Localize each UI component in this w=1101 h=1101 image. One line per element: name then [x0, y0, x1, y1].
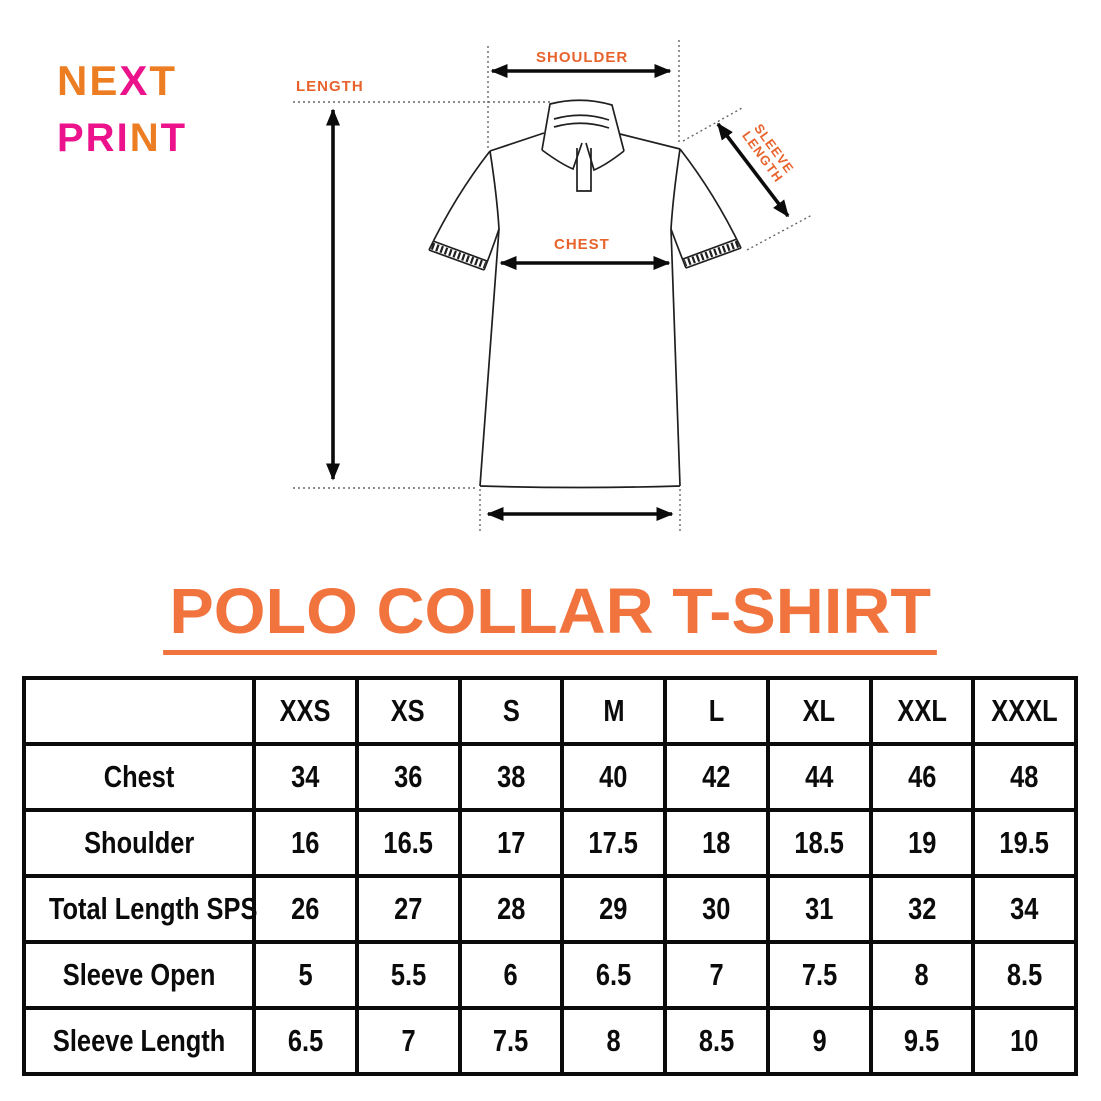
column-header-s: S	[457, 676, 565, 746]
size-value-cell: 46	[868, 742, 976, 812]
size-value-cell: 42	[663, 742, 770, 812]
column-header-xxs: XXS	[252, 676, 359, 746]
size-value-cell: 31	[765, 874, 873, 944]
length-label: LENGTH	[296, 78, 364, 95]
size-value-cell: 5.5	[354, 940, 462, 1010]
size-value-cell: 34	[971, 874, 1078, 944]
logo-print-text: PRINT	[57, 118, 187, 158]
size-value-cell: 36	[354, 742, 462, 812]
table-row: Sleeve Open 5 5.5 6 6.5 7 7.5 8 8.5	[22, 940, 1078, 1010]
polo-shirt-drawing	[428, 99, 742, 489]
size-value-cell: 28	[457, 874, 565, 944]
table-header-row: XXS XS S M L XL XXL XXXL	[22, 676, 1078, 746]
size-value-cell: 32	[868, 874, 976, 944]
row-label: Total Length SPS	[22, 874, 257, 944]
size-value-cell: 8.5	[663, 1006, 770, 1076]
size-value-cell: 6	[457, 940, 565, 1010]
size-value-cell: 27	[354, 874, 462, 944]
size-value-cell: 5	[252, 940, 359, 1010]
logo-print-segment-0: PRI	[57, 116, 130, 160]
size-value-cell: 10	[971, 1006, 1078, 1076]
size-value-cell: 34	[252, 742, 359, 812]
size-value-cell: 17.5	[560, 808, 667, 878]
row-label: Chest	[22, 742, 256, 812]
size-value-cell: 8	[868, 940, 976, 1010]
logo-print-segment-1: N	[129, 116, 161, 160]
size-value-cell: 44	[765, 742, 873, 812]
size-value-cell: 7.5	[457, 1006, 565, 1076]
row-label: Shoulder	[22, 808, 256, 878]
size-value-cell: 48	[971, 742, 1078, 812]
size-value-cell: 6.5	[560, 940, 667, 1010]
size-value-cell: 17	[457, 808, 565, 878]
size-value-cell: 38	[457, 742, 565, 812]
size-value-cell: 8	[560, 1006, 667, 1076]
size-value-cell: 8.5	[971, 940, 1078, 1010]
table-row: Sleeve Length 6.5 7 7.5 8 8.5 9 9.5 10	[22, 1006, 1078, 1076]
chest-label: CHEST	[554, 236, 610, 253]
table-row: Chest 34 36 38 40 42 44 46 48	[22, 742, 1078, 812]
size-value-cell: 18.5	[765, 808, 873, 878]
size-value-cell: 19.5	[971, 808, 1078, 878]
size-value-cell: 7	[354, 1006, 462, 1076]
column-header-l: L	[663, 676, 770, 746]
size-value-cell: 6.5	[252, 1006, 359, 1076]
logo-next-text: NEXT	[57, 60, 187, 102]
column-header-xxxl: XXXL	[971, 676, 1078, 746]
column-header-xl: XL	[765, 676, 873, 746]
polo-shirt-diagram	[293, 40, 813, 533]
size-value-cell: 16.5	[354, 808, 462, 878]
size-value-cell: 26	[252, 874, 359, 944]
size-value-cell: 7.5	[765, 940, 873, 1010]
cuff-rib-texture	[430, 240, 740, 269]
column-header-xs: XS	[354, 676, 462, 746]
dotted-guides	[293, 40, 813, 533]
size-value-cell: 19	[868, 808, 976, 878]
corner-cell	[22, 676, 256, 746]
row-label: Sleeve Length	[22, 1006, 256, 1076]
logo-print-segment-2: T	[160, 116, 188, 160]
table-row: Total Length SPS 26 27 28 29 30 31 32 34	[22, 874, 1078, 944]
shoulder-label: SHOULDER	[536, 49, 629, 66]
size-value-cell: 30	[663, 874, 770, 944]
brand-logo: NEXT PRINT	[57, 60, 187, 159]
logo-next-segment-0: NE	[57, 57, 120, 104]
size-table: XXS XS S M L XL XXL XXXL Chest 34 36 38 40 42 44 46 48 S…	[22, 676, 1078, 1076]
size-value-cell: 29	[560, 874, 667, 944]
row-label: Sleeve Open	[22, 940, 256, 1010]
size-value-cell: 40	[560, 742, 667, 812]
size-value-cell: 16	[252, 808, 359, 878]
title-area: POLO COLLAR T-SHIRT	[0, 577, 1101, 656]
table-row: Shoulder 16 16.5 17 17.5 18 18.5 19 19.5	[22, 808, 1078, 878]
column-header-m: M	[560, 676, 667, 746]
size-value-cell: 18	[663, 808, 770, 878]
sleeve-length-arrow	[716, 122, 790, 218]
logo-next-segment-2: T	[149, 57, 178, 104]
page-title: POLO COLLAR T-SHIRT	[163, 577, 938, 656]
column-header-xxl: XXL	[868, 676, 976, 746]
logo-next-segment-1: X	[119, 57, 150, 104]
size-value-cell: 7	[663, 940, 770, 1010]
size-value-cell: 9	[765, 1006, 873, 1076]
size-value-cell: 9.5	[868, 1006, 976, 1076]
